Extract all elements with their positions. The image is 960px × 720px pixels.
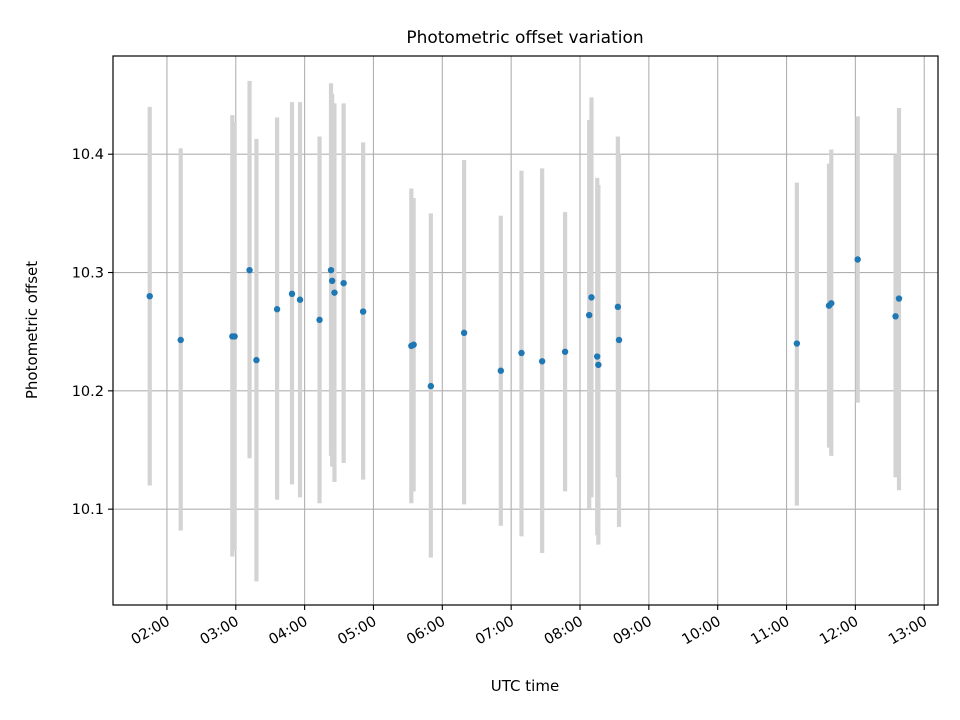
x-axis-label: UTC time <box>491 677 559 695</box>
data-point <box>895 295 903 302</box>
data-point <box>594 353 601 360</box>
data-point <box>614 303 622 311</box>
data-point <box>497 367 505 374</box>
data-point <box>793 340 801 347</box>
data-point <box>518 349 525 357</box>
y-tick-label: 10.2 <box>72 384 104 400</box>
data-point <box>828 300 835 307</box>
data-point <box>146 292 153 300</box>
data-point <box>246 266 253 274</box>
y-tick-label: 10.4 <box>72 147 104 163</box>
data-point <box>296 296 304 303</box>
data-point <box>340 279 347 287</box>
data-point <box>892 313 899 320</box>
data-point <box>585 311 593 319</box>
data-point <box>331 289 338 296</box>
y-axis-label: Photometric offset <box>23 261 41 399</box>
plot-area <box>113 56 938 605</box>
data-point <box>460 329 468 337</box>
data-point <box>359 308 367 315</box>
data-point <box>615 336 623 344</box>
data-point <box>316 316 323 324</box>
data-point <box>427 382 435 390</box>
y-axis-ticks: 10.1 10.2 10.3 10.4 <box>72 147 113 518</box>
chart-title: Photometric offset variation <box>406 28 643 48</box>
data-point <box>328 277 336 285</box>
data-point <box>288 290 296 298</box>
data-point <box>273 306 281 313</box>
plot-frame <box>112 55 939 606</box>
data-point <box>595 361 602 369</box>
data-point <box>538 358 546 365</box>
data-point <box>854 256 861 263</box>
y-tick-label: 10.3 <box>72 266 104 282</box>
data-point <box>561 348 569 355</box>
data-point <box>177 336 184 344</box>
data-point <box>253 356 260 364</box>
data-point <box>588 294 595 301</box>
data-point <box>410 341 417 348</box>
y-tick-label: 10.1 <box>72 502 104 518</box>
data-point <box>327 266 335 274</box>
data-point <box>231 333 238 340</box>
data-points <box>146 256 903 390</box>
